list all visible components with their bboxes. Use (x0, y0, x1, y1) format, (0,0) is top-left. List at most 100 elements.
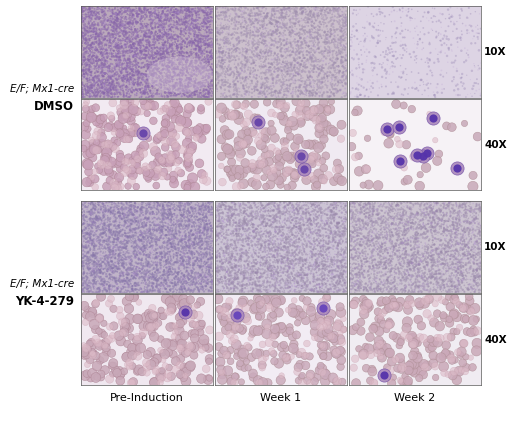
Point (421, 59, 430, 66)
Point (415, 268, 423, 274)
Point (137, 9, 146, 16)
Point (474, 276, 482, 283)
Point (139, 85, 147, 92)
Point (122, 68, 130, 75)
Point (314, 209, 322, 215)
Point (155, 32, 163, 39)
Point (304, 43, 313, 50)
Point (85, 17, 93, 23)
Point (223, 45, 231, 52)
Point (83, 85, 92, 92)
Point (181, 19, 190, 25)
Point (275, 233, 283, 240)
Point (444, 276, 452, 282)
Point (436, 323, 444, 329)
Point (152, 78, 160, 85)
Point (428, 209, 436, 215)
Point (357, 269, 366, 276)
Point (201, 77, 209, 84)
Point (230, 17, 238, 23)
Point (339, 215, 347, 222)
Point (85, 37, 94, 44)
Point (171, 20, 179, 27)
Point (426, 227, 434, 234)
Point (206, 14, 215, 20)
Point (316, 24, 324, 31)
Point (329, 272, 337, 279)
Point (184, 237, 192, 244)
Point (241, 285, 249, 291)
Point (105, 29, 113, 36)
Point (137, 231, 146, 237)
Point (89, 8, 98, 15)
Point (301, 93, 309, 100)
Point (312, 24, 320, 31)
Point (268, 76, 277, 83)
Point (317, 251, 325, 257)
Point (81, 142, 89, 148)
Point (188, 20, 196, 26)
Point (301, 23, 309, 30)
Point (310, 234, 318, 241)
Point (255, 72, 264, 79)
Point (198, 48, 206, 55)
Point (114, 43, 122, 50)
Point (455, 216, 463, 223)
Point (230, 91, 239, 98)
Point (113, 45, 121, 52)
Point (305, 69, 314, 76)
Point (193, 14, 201, 21)
Point (341, 92, 349, 99)
Point (446, 210, 454, 217)
Point (293, 278, 302, 285)
Point (454, 34, 462, 41)
Point (430, 284, 438, 291)
Point (299, 81, 307, 87)
Point (166, 279, 175, 285)
Point (251, 86, 259, 93)
Point (267, 92, 275, 99)
Point (453, 221, 461, 228)
Point (413, 273, 421, 280)
Point (472, 266, 480, 273)
Point (445, 199, 453, 206)
Point (262, 55, 270, 62)
Point (202, 4, 210, 11)
Point (409, 204, 418, 210)
Point (318, 206, 326, 212)
Point (203, 33, 212, 40)
Point (335, 228, 344, 235)
Point (257, 247, 265, 254)
Point (105, 82, 113, 89)
Point (80, 70, 88, 77)
Point (199, 211, 207, 218)
Point (135, 86, 143, 92)
Point (85, 260, 93, 267)
Point (280, 67, 289, 74)
Point (153, 281, 161, 287)
Point (206, 8, 215, 15)
Point (171, 280, 179, 287)
Point (389, 208, 397, 215)
Point (399, 232, 408, 239)
Point (184, 239, 192, 246)
Point (306, 92, 315, 99)
Point (113, 87, 122, 94)
Point (354, 245, 362, 252)
Point (374, 215, 382, 222)
Point (390, 217, 398, 223)
Point (175, 206, 184, 213)
Point (176, 285, 184, 291)
Point (116, 16, 125, 23)
Point (116, 53, 125, 59)
Point (454, 259, 462, 265)
Point (79, 275, 87, 282)
Point (113, 62, 121, 69)
Point (88, 219, 96, 226)
Point (407, 253, 415, 260)
Point (376, 252, 384, 259)
Point (423, 204, 431, 211)
Point (202, 90, 210, 97)
Point (161, 226, 170, 233)
Point (104, 246, 112, 253)
